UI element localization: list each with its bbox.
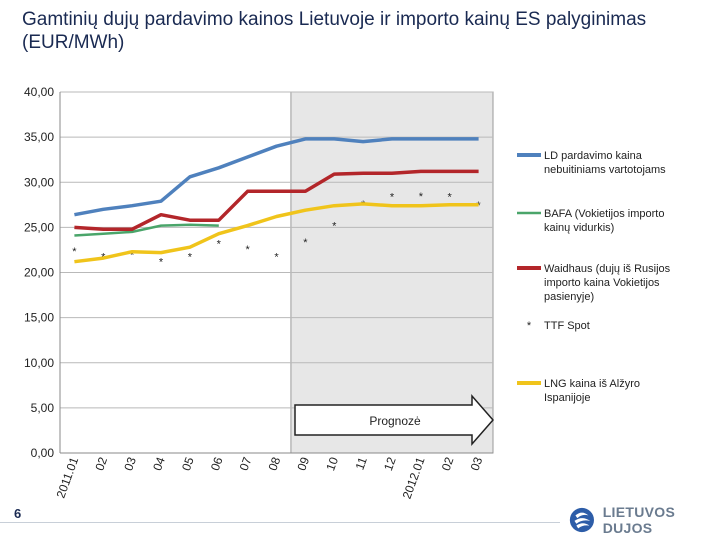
x-tick-label: 10 xyxy=(323,455,341,473)
series-line-waidhaus xyxy=(74,169,479,231)
x-tick-label: 06 xyxy=(208,455,226,473)
x-tick-label: 02 xyxy=(92,455,110,473)
y-axis-ticks: 0,00 5,00 10,00 15,00 20,00 25,00 30,00 35,00 40… xyxy=(24,85,54,460)
series-point-ttf: * xyxy=(72,246,77,258)
series-point-ttf: * xyxy=(245,244,250,256)
x-tick-label: 07 xyxy=(237,455,255,473)
y-tick-label: 10,00 xyxy=(24,356,54,370)
legend-label-ld: LD pardavimo kaina nebuitiniams vartotoja… xyxy=(544,150,666,176)
x-tick-label: 09 xyxy=(294,455,312,473)
forecast-label: Prognozė xyxy=(369,414,421,428)
x-tick-label: 02 xyxy=(439,455,457,473)
y-tick-label: 30,00 xyxy=(24,175,54,189)
x-tick-label: 03 xyxy=(468,455,486,473)
page-number: 6 xyxy=(14,506,22,521)
y-tick-label: 15,00 xyxy=(24,311,54,325)
forecast-arrow-shape xyxy=(294,394,494,446)
series-lines: * * ** ** ****** * ** xyxy=(72,137,481,269)
y-tick-label: 25,00 xyxy=(24,220,54,234)
series-point-ttf: * xyxy=(130,249,135,261)
x-axis-ticks: 2011.01 02 03 04 05 06 07 08 09 10 11 12 2012.01 02 03 xyxy=(54,455,486,501)
series-line-bafa xyxy=(74,223,219,237)
series-line-ld xyxy=(74,137,479,217)
logo-text: LIETUVOS DUJOS xyxy=(602,504,676,536)
y-tick-label: 20,00 xyxy=(24,266,54,280)
series-point-ttf: * xyxy=(217,239,222,251)
legend-label-bafa: BAFA (Vokietijos importo kainų vidurkis) xyxy=(544,208,664,234)
series-point-ttf: * xyxy=(419,191,424,203)
legend-label-waidhaus: Waidhaus (dujų iš Rusijos importo kaina V… xyxy=(544,263,671,303)
series-point-ttf: * xyxy=(303,237,308,249)
y-tick-label: 35,00 xyxy=(24,130,54,144)
legend-label-ttf: TTF Spot xyxy=(544,320,590,332)
company-logo: LIETUVOS DUJOS xyxy=(568,504,720,536)
x-tick-label: 12 xyxy=(381,455,399,473)
legend-label-lng: LNG kaina iš Alžyro Ispanijoje xyxy=(544,378,640,404)
x-tick-label: 11 xyxy=(352,455,370,472)
x-tick-label: 04 xyxy=(150,455,168,473)
series-point-ttf: * xyxy=(274,251,279,263)
series-point-ttf: * xyxy=(448,192,453,204)
page-title: Gamtinių dujų pardavimo kainos Lietuvoje… xyxy=(22,9,647,53)
y-tick-label: 0,00 xyxy=(31,446,55,460)
series-point-ttf: * xyxy=(390,192,395,204)
ld-swirl-icon xyxy=(569,507,594,533)
x-tick-label: 2012.01 xyxy=(400,455,428,501)
y-tick-label: 5,00 xyxy=(31,401,55,415)
x-tick-label: 08 xyxy=(266,455,284,473)
footer-divider xyxy=(0,522,560,523)
x-tick-label: 05 xyxy=(179,455,197,473)
series-point-ttf: * xyxy=(332,221,337,233)
series-point-ttf: * xyxy=(188,251,193,263)
forecast-arrow: Prognozė xyxy=(294,394,494,446)
y-tick-label: 40,00 xyxy=(24,85,54,99)
legend-swatch-ttf: * xyxy=(527,320,532,332)
x-tick-label: 2011.01 xyxy=(54,455,82,500)
legend: LD pardavimo kaina nebuitiniams vartotoja… xyxy=(517,150,671,404)
series-point-ttf: * xyxy=(159,257,164,269)
series-point-ttf: * xyxy=(476,200,481,212)
series-line-lng xyxy=(74,202,479,264)
x-tick-label: 03 xyxy=(121,455,139,473)
